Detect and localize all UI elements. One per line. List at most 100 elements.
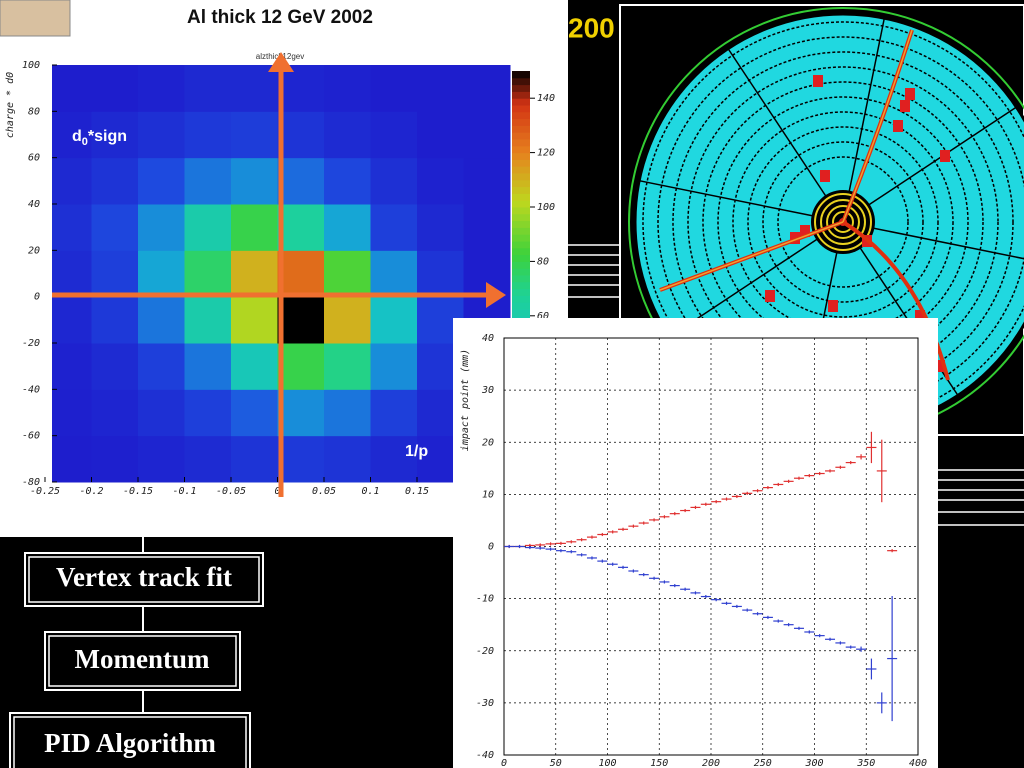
cell bbox=[52, 343, 92, 390]
colorbar-segment bbox=[512, 241, 530, 249]
colorbar-segment bbox=[512, 111, 530, 120]
colorbar-segment bbox=[512, 152, 530, 160]
y-tick-label: 30 bbox=[481, 385, 494, 396]
detector-layer bbox=[687, 66, 999, 378]
inner-layer bbox=[826, 205, 860, 239]
colorbar-segment bbox=[512, 261, 530, 269]
cell bbox=[184, 250, 232, 298]
y-tick-label: -20 bbox=[22, 338, 40, 349]
cell bbox=[91, 65, 139, 112]
x-tick-label: 0.1 bbox=[361, 486, 379, 497]
cell bbox=[370, 111, 418, 159]
cell bbox=[370, 250, 418, 298]
y-tick-label: -20 bbox=[476, 646, 494, 657]
cell bbox=[324, 435, 371, 483]
cell bbox=[324, 250, 371, 298]
cell bbox=[324, 65, 371, 112]
impact-panel: 0 50 100 150 200 250 300 350 400 -40 -30 -20 -10 0 10 2… bbox=[453, 318, 938, 768]
cell bbox=[91, 343, 139, 390]
colorbar-segment bbox=[512, 220, 530, 228]
colorbar-label: 100 bbox=[537, 202, 555, 213]
y-axis-label: charge * d0 bbox=[5, 72, 16, 138]
colorbar-segment bbox=[512, 132, 530, 140]
annotation: 1/p bbox=[405, 443, 428, 460]
energy-deposit bbox=[900, 100, 910, 112]
colorbar-segment bbox=[512, 268, 530, 276]
cell bbox=[370, 157, 418, 205]
y-tick-label: -80 bbox=[22, 477, 40, 488]
cell bbox=[277, 204, 325, 251]
colorbar-segment bbox=[512, 125, 530, 133]
flow-label: Momentum bbox=[75, 644, 210, 674]
y-tick-label: -40 bbox=[22, 384, 40, 395]
cell bbox=[138, 389, 185, 437]
colorbar-segment bbox=[512, 98, 530, 106]
colorbar-segment bbox=[512, 166, 530, 174]
y-tick-label: -40 bbox=[476, 750, 494, 761]
cell bbox=[324, 204, 371, 251]
cell bbox=[277, 65, 325, 112]
x-tick-label: 400 bbox=[909, 758, 927, 768]
cell bbox=[324, 389, 371, 437]
x-tick-label: -0.15 bbox=[123, 486, 153, 497]
colorbar-segment bbox=[512, 145, 530, 154]
colorbar-segment bbox=[512, 139, 530, 147]
cell bbox=[231, 389, 278, 437]
cell bbox=[277, 435, 325, 483]
cell bbox=[324, 343, 371, 390]
cell bbox=[184, 65, 232, 112]
detector-layer bbox=[762, 141, 924, 303]
year-fragment: 200 bbox=[568, 12, 615, 43]
colorbar-segment bbox=[512, 288, 530, 296]
colorbar-segment bbox=[512, 275, 530, 283]
colorbar-segment bbox=[512, 118, 530, 126]
cell bbox=[138, 111, 185, 159]
x-tick-label: 300 bbox=[804, 758, 823, 768]
y-tick-label: 0 bbox=[34, 292, 40, 303]
cell bbox=[52, 157, 92, 205]
cell bbox=[91, 296, 139, 344]
cell bbox=[231, 157, 278, 205]
cell bbox=[52, 389, 92, 437]
cell bbox=[231, 296, 278, 344]
cell bbox=[463, 157, 511, 205]
energy-deposit bbox=[820, 170, 830, 182]
cell bbox=[91, 389, 139, 437]
cell bbox=[52, 65, 92, 112]
cell bbox=[184, 204, 232, 251]
colorbar-segment bbox=[512, 179, 530, 188]
y-axis-label: impact point (mm) bbox=[460, 349, 471, 451]
inner-layer bbox=[820, 199, 866, 245]
cell bbox=[324, 111, 371, 159]
cell bbox=[231, 65, 278, 112]
cell bbox=[370, 389, 418, 437]
cell bbox=[324, 157, 371, 205]
x-tick-label: -0.25 bbox=[30, 486, 60, 497]
arrowhead bbox=[486, 282, 506, 308]
x-tick-label: 0 bbox=[274, 486, 280, 497]
cell bbox=[138, 435, 185, 483]
cell bbox=[277, 296, 325, 344]
colorbar-segment bbox=[512, 281, 530, 290]
cell bbox=[91, 435, 139, 483]
cell bbox=[138, 296, 185, 344]
x-tick-label: 250 bbox=[754, 758, 772, 768]
cell bbox=[91, 204, 139, 251]
colorbar-segment bbox=[512, 309, 530, 317]
colorbar-segment bbox=[512, 234, 530, 242]
detector-sector bbox=[638, 179, 814, 217]
energy-deposit bbox=[800, 225, 810, 237]
y-tick-label: 40 bbox=[28, 199, 40, 210]
cell bbox=[138, 65, 185, 112]
cell bbox=[370, 435, 418, 483]
colorbar-label: 60 bbox=[537, 311, 549, 322]
logo bbox=[0, 0, 71, 37]
cell bbox=[370, 343, 418, 390]
energy-deposit bbox=[940, 150, 950, 162]
colorbar-segment bbox=[512, 213, 530, 222]
track bbox=[841, 220, 950, 381]
colorbar-segment bbox=[512, 91, 530, 99]
flow-box: Momentum bbox=[44, 631, 241, 691]
colorbar-segment bbox=[512, 186, 530, 194]
